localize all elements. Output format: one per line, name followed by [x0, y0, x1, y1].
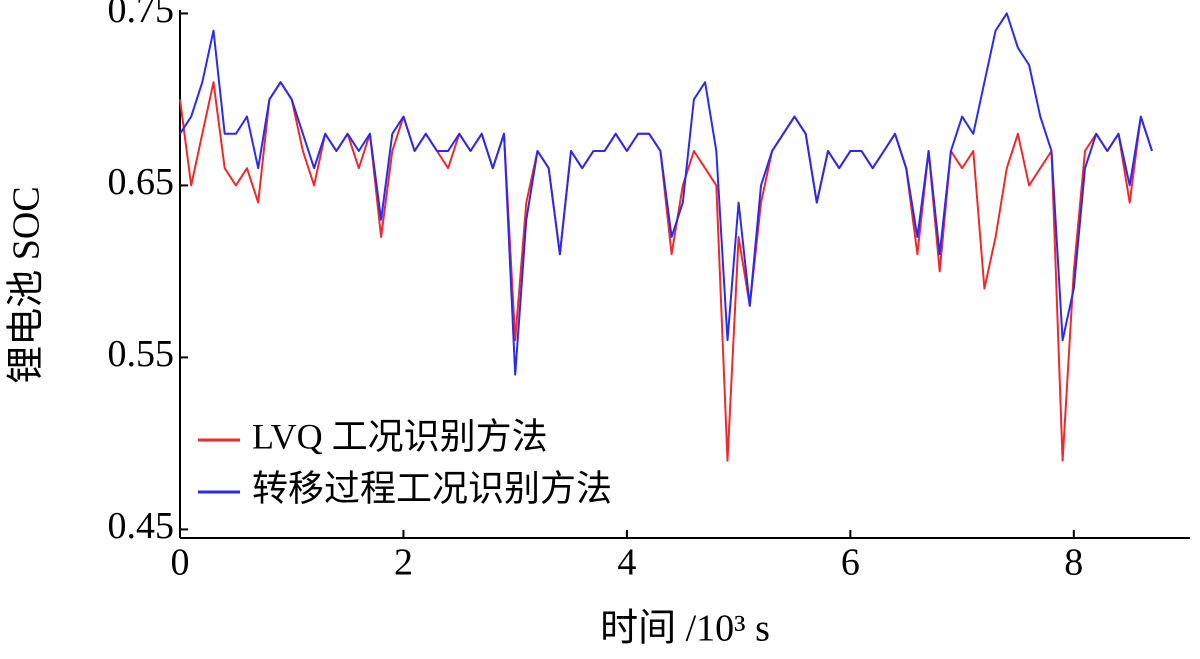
x-tick-label: 4	[617, 542, 636, 584]
y-tick-label: 0.65	[108, 161, 175, 203]
y-tick-label: 0.75	[108, 0, 175, 31]
series-line	[179, 81, 1153, 462]
y-tick-label: 0.45	[108, 505, 175, 547]
x-tick-label: 0	[171, 542, 190, 584]
legend-label: 转移过程工况识别方法	[252, 468, 612, 508]
x-tick-label: 2	[394, 542, 413, 584]
x-axis-label: 时间 /10³ s	[600, 608, 770, 650]
x-tick-label: 8	[1064, 542, 1083, 584]
legend-label: LVQ 工况识别方法	[252, 416, 548, 456]
y-axis-label: 锂电池 SOC	[6, 186, 48, 383]
y-tick-label: 0.55	[108, 333, 175, 375]
x-tick-label: 6	[841, 542, 860, 584]
series-line	[179, 12, 1153, 376]
